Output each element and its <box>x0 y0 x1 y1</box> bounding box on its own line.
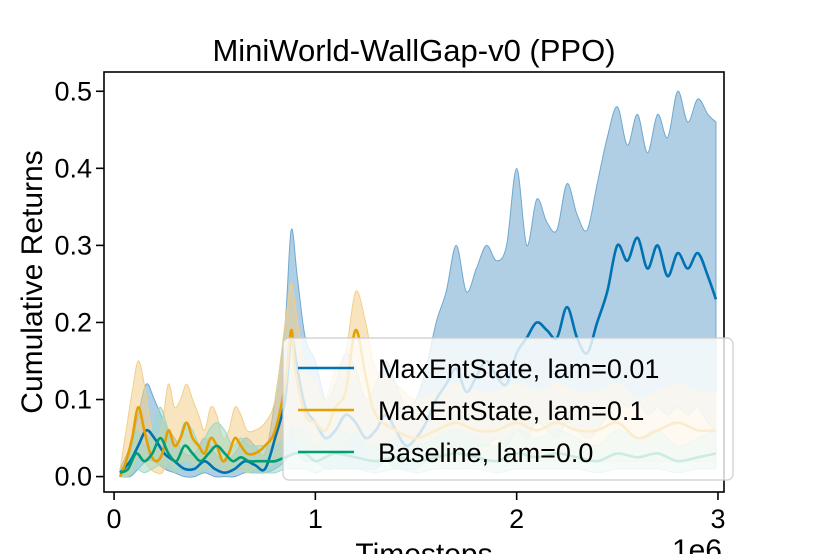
y-tick-label: 0.5 <box>54 76 92 106</box>
chart-title: MiniWorld-WallGap-v0 (PPO) <box>212 33 615 68</box>
x-tick-label: 0 <box>107 504 122 534</box>
plot-frame <box>103 71 725 493</box>
legend-label: MaxEntState, lam=0.01 <box>378 354 659 384</box>
y-tick-label: 0.2 <box>54 307 92 337</box>
legend: MaxEntState, lam=0.01 MaxEntState, lam=0.… <box>282 337 734 481</box>
y-tick-label: 0.3 <box>54 230 92 260</box>
y-axis: 0.0 0.1 0.2 0.3 0.4 0.5 <box>54 76 104 492</box>
x-tick-label: 1 <box>308 504 323 534</box>
legend-box <box>282 337 734 481</box>
x-axis: 0 1 2 3 <box>107 492 725 534</box>
x-axis-title: Timesteps <box>355 538 492 554</box>
y-axis-title: Cumulative Returns <box>16 150 49 413</box>
x-axis-multiplier: 1e6 <box>672 534 722 554</box>
y-tick-label: 0.1 <box>54 385 92 415</box>
y-tick-label: 0.0 <box>54 462 92 492</box>
legend-label: Baseline, lam=0.0 <box>378 438 593 468</box>
x-tick-label: 2 <box>509 504 524 534</box>
legend-label: MaxEntState, lam=0.1 <box>378 396 644 426</box>
y-tick-label: 0.4 <box>54 153 92 183</box>
x-tick-label: 3 <box>710 504 725 534</box>
